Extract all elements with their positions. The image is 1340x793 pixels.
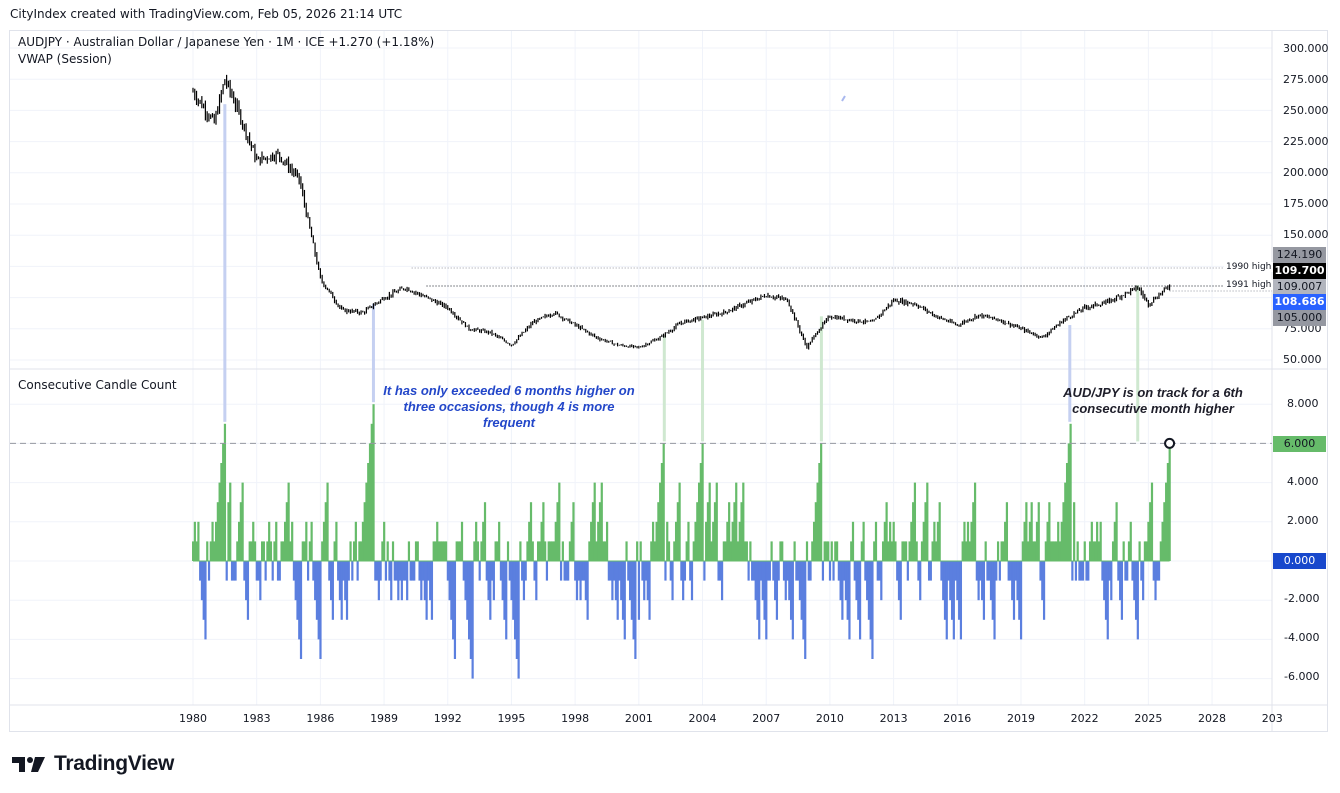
time-label: 1998	[561, 712, 590, 725]
current-value-marker[interactable]	[1164, 437, 1176, 449]
tradingview-logo-text: TradingView	[54, 752, 175, 775]
tradingview-logo[interactable]: TradingView	[12, 752, 174, 776]
annotation-blue-line: frequent	[483, 415, 535, 430]
time-label: 1983	[242, 712, 271, 725]
price-tick: 175.000	[1283, 197, 1329, 210]
price-tick: 50.000	[1283, 353, 1322, 366]
indicator-tick: -2.000	[1284, 592, 1320, 605]
price-tick: 150.000	[1283, 228, 1329, 241]
annotation-blue-line: three occasions, though 4 is more	[403, 399, 615, 414]
time-label: 2028	[1198, 712, 1227, 725]
time-label: 203	[1261, 712, 1283, 725]
symbol-legend[interactable]: AUDJPY · Australian Dollar / Japanese Ye…	[18, 35, 435, 49]
time-label: 2013	[879, 712, 908, 725]
annotation-blue: It has only exceeded 6 months higher on …	[370, 383, 648, 431]
time-label: 1986	[306, 712, 335, 725]
time-label: 1995	[497, 712, 526, 725]
time-label: 1989	[370, 712, 399, 725]
price-tag-105: 105.000	[1273, 310, 1326, 326]
price-tick: 250.000	[1283, 104, 1329, 117]
time-label: 2025	[1134, 712, 1163, 725]
time-label: 2022	[1070, 712, 1099, 725]
attribution-text: CityIndex created with TradingView.com, …	[10, 7, 403, 21]
indicator-tag-zero: 0.000	[1273, 553, 1326, 569]
indicator-tick: -4.000	[1284, 631, 1320, 644]
candle-count-bars	[192, 404, 1171, 679]
annotation-dark-line: consecutive month higher	[1072, 401, 1234, 416]
label-1990-high: 1990 high	[1224, 262, 1274, 272]
annotation-dark: AUD/JPY is on track for a 6th consecutiv…	[1048, 385, 1258, 417]
indicator-tag-six: 6.000	[1273, 436, 1326, 452]
chart-frame	[9, 30, 1328, 732]
time-label: 1980	[179, 712, 207, 725]
time-label: 2019	[1006, 712, 1035, 725]
indicator-tick: 2.000	[1287, 514, 1319, 527]
label-1991-high: 1991 high	[1224, 280, 1274, 290]
indicator-legend[interactable]: Consecutive Candle Count	[18, 378, 177, 392]
price-tag-vwap: 108.686	[1273, 294, 1326, 310]
time-label: 2004	[688, 712, 717, 725]
peak-marker	[819, 316, 823, 442]
indicator-tick: 8.000	[1287, 397, 1319, 410]
time-label: 2016	[943, 712, 972, 725]
vwap-legend[interactable]: VWAP (Session)	[18, 52, 112, 66]
peak-marker	[701, 320, 705, 442]
time-label: 1992	[433, 712, 462, 725]
time-label: 2010	[815, 712, 844, 725]
tradingview-logo-icon	[12, 757, 45, 772]
price-tag-last: 109.700	[1273, 263, 1326, 279]
grid	[10, 31, 1272, 705]
price-tick: 300.000	[1283, 42, 1329, 55]
peak-marker	[1136, 285, 1140, 442]
annotation-dark-line: AUD/JPY is on track for a 6th	[1063, 385, 1243, 400]
peak-marker	[223, 104, 227, 422]
price-tick: 225.000	[1283, 135, 1329, 148]
indicator-tick: -6.000	[1284, 670, 1320, 683]
peak-marker	[1068, 325, 1072, 422]
peak-marker	[371, 303, 375, 403]
time-label: 2007	[752, 712, 781, 725]
price-tag-1991-high: 109.007	[1273, 279, 1326, 295]
annotation-blue-line: It has only exceeded 6 months higher on	[383, 383, 635, 398]
indicator-tick: 4.000	[1287, 475, 1319, 488]
price-tag-1990-high: 124.190	[1273, 247, 1326, 263]
peak-marker	[662, 335, 666, 442]
time-label: 2001	[624, 712, 653, 725]
price-tick: 275.000	[1283, 73, 1329, 86]
price-tick: 200.000	[1283, 166, 1329, 179]
price-bars	[192, 74, 1171, 350]
